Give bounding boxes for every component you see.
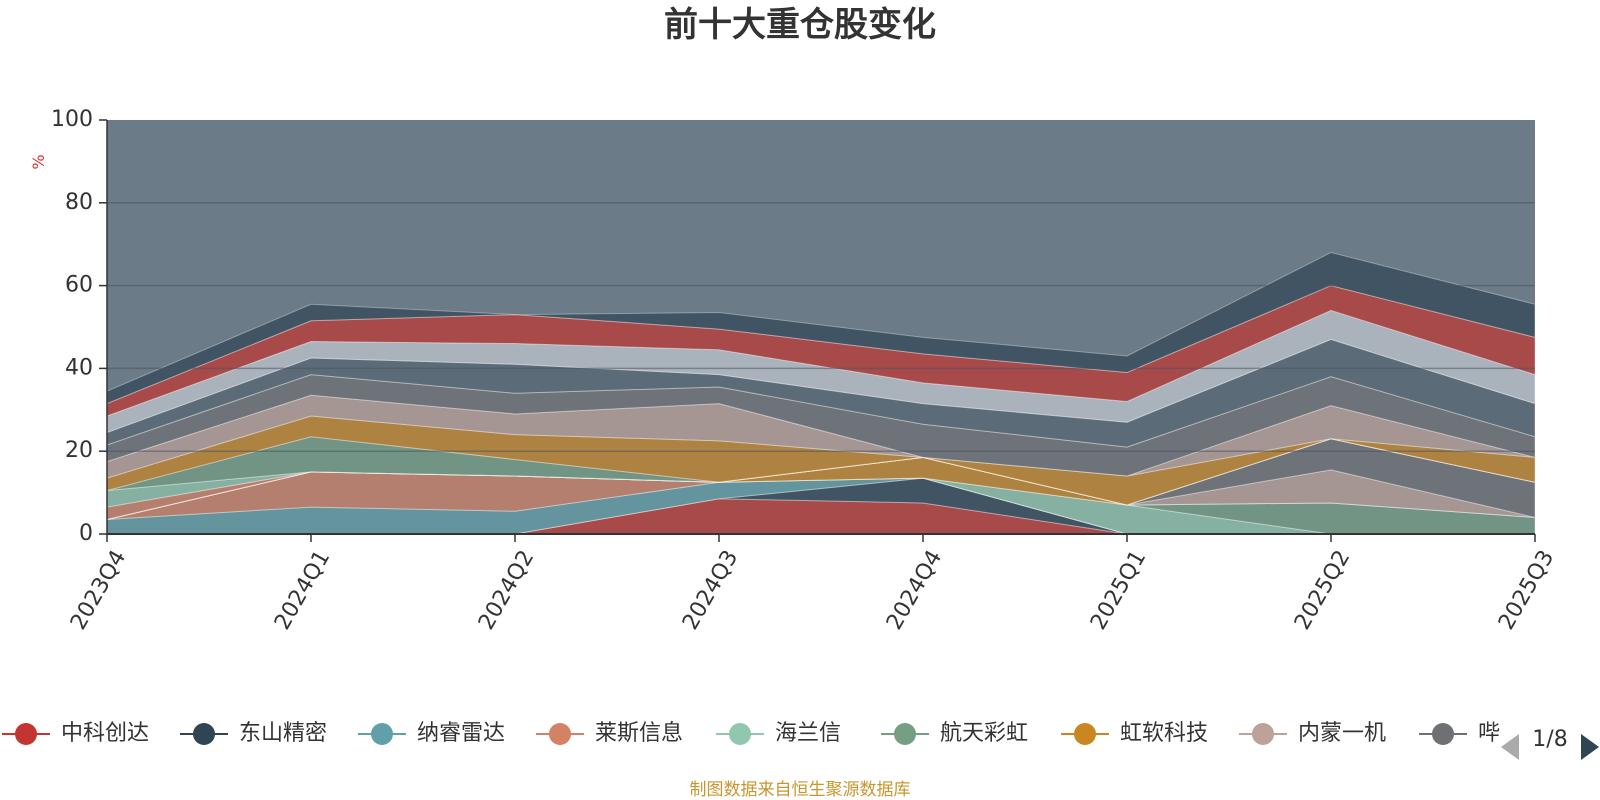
x-tick-label: 2024Q3 bbox=[678, 546, 743, 634]
legend-item[interactable]: 东山精密 bbox=[180, 721, 327, 746]
legend-item[interactable]: 哔 bbox=[1419, 721, 1500, 746]
area-band-18 bbox=[106, 251, 1536, 405]
y-tick-label: 0 bbox=[79, 521, 93, 546]
legend-label: 内蒙一机 bbox=[1298, 721, 1386, 746]
legend-label: 航天彩虹 bbox=[940, 721, 1028, 746]
legend-marker bbox=[549, 723, 571, 745]
area-band-15 bbox=[106, 338, 1536, 448]
legend-label: 中科创达 bbox=[61, 721, 149, 746]
legend-marker bbox=[1074, 723, 1096, 745]
y-tick-label: 80 bbox=[65, 190, 93, 215]
legend-marker bbox=[1252, 723, 1274, 745]
legend-label: 海兰信 bbox=[775, 721, 841, 746]
x-tick-label: 2025Q3 bbox=[1494, 546, 1559, 634]
x-tick-label: 2025Q1 bbox=[1086, 546, 1151, 634]
x-tick-label: 2024Q4 bbox=[882, 546, 947, 634]
legend-pager: 1/8 bbox=[1501, 727, 1599, 760]
legend-item[interactable]: 纳睿雷达 bbox=[358, 721, 505, 746]
next-page-icon[interactable] bbox=[1581, 734, 1599, 760]
area-band-13 bbox=[106, 394, 1536, 479]
grid-lines bbox=[107, 202, 1535, 452]
legend-marker bbox=[371, 723, 393, 745]
previous-page-icon[interactable] bbox=[1501, 734, 1519, 760]
legend-item[interactable]: 海兰信 bbox=[716, 721, 841, 746]
y-tick-label: 60 bbox=[65, 273, 93, 298]
y-tick-label: 40 bbox=[65, 355, 93, 380]
x-tick-label: 2024Q2 bbox=[474, 546, 539, 634]
legend-marker bbox=[729, 723, 751, 745]
area-band-16 bbox=[106, 309, 1536, 434]
legend-item[interactable]: 中科创达 bbox=[2, 721, 149, 746]
x-tick-label: 2025Q2 bbox=[1290, 546, 1355, 634]
legend-label: 哔 bbox=[1478, 721, 1500, 746]
area-band-1 bbox=[107, 477, 1535, 535]
legend-label: 莱斯信息 bbox=[595, 721, 683, 746]
legend-marker bbox=[894, 723, 916, 745]
y-tick-label: 100 bbox=[51, 107, 93, 132]
legend-item[interactable]: 航天彩虹 bbox=[881, 721, 1028, 746]
y-axis-unit: % bbox=[29, 154, 48, 169]
legend-item[interactable]: 内蒙一机 bbox=[1239, 721, 1386, 746]
x-tick-label: 2023Q4 bbox=[66, 546, 131, 634]
legend: 中科创达 东山精密 纳睿雷达 莱斯信息 海兰信 航天彩虹 虹软科技 内蒙一机 哔 bbox=[2, 721, 1500, 746]
chart-title: 前十大重仓股变化 bbox=[664, 5, 936, 45]
legend-page-indicator: 1/8 bbox=[1532, 727, 1567, 752]
legend-marker bbox=[193, 723, 215, 745]
x-tick-label: 2024Q1 bbox=[270, 546, 335, 634]
legend-label: 东山精密 bbox=[239, 721, 327, 746]
legend-label: 纳睿雷达 bbox=[417, 721, 505, 746]
legend-marker bbox=[1432, 723, 1454, 745]
legend-item[interactable]: 莱斯信息 bbox=[536, 721, 683, 746]
legend-item[interactable]: 虹软科技 bbox=[1061, 721, 1208, 746]
data-source-note: 制图数据来自恒生聚源数据库 bbox=[690, 780, 911, 800]
legend-label: 虹软科技 bbox=[1120, 721, 1208, 746]
legend-marker bbox=[15, 723, 37, 745]
y-tick-label: 20 bbox=[65, 438, 93, 463]
